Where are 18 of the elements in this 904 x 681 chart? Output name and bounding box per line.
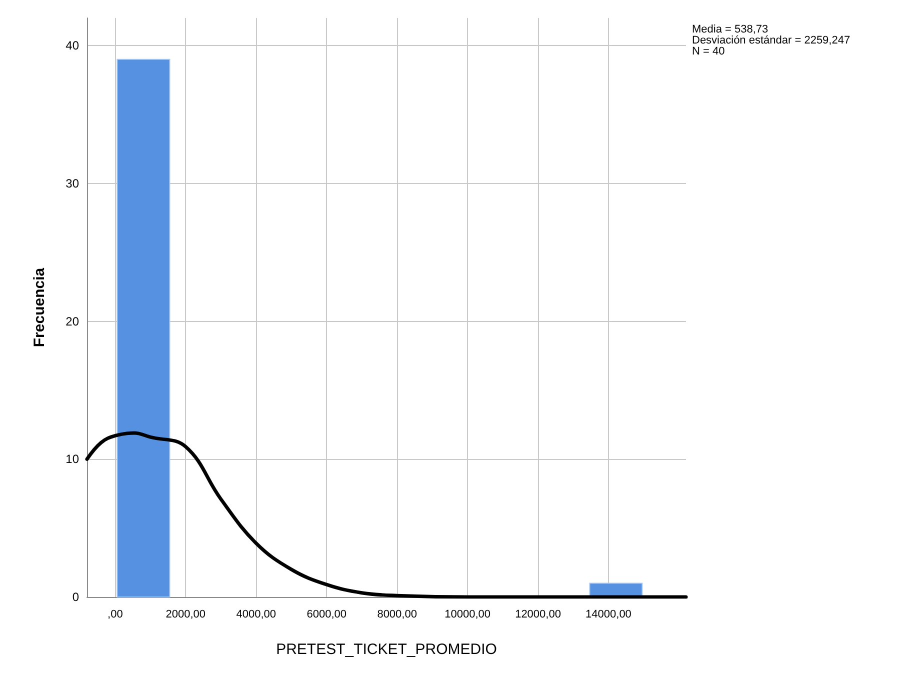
x-tick-label: 14000,00 [586,608,632,620]
y-tick-label: 20 [66,314,80,328]
text: Desviación estándar = 2259,247 [692,34,850,46]
y-axis-title: Frecuencia [31,267,48,348]
y-tick-label: 0 [72,590,80,604]
x-tick-label: 4000,00 [236,608,276,620]
text: Media = 538,73 [692,24,768,36]
x-tick-label: 8000,00 [377,608,417,620]
y-tick-label: 40 [66,38,80,53]
x-tick-label: 10000,00 [444,608,490,620]
y-tick-label: 10 [66,452,80,466]
x-tick-label: 12000,00 [515,608,561,620]
x-tick-label: 6000,00 [306,608,346,620]
x-axis-title: PRETEST_TICKET_PROMEDIO [276,641,497,658]
text: N = 40 [692,46,725,58]
y-tick-label: 30 [66,176,80,190]
x-tick-label: ,00 [108,608,123,620]
x-tick-label: 2000,00 [166,608,206,620]
